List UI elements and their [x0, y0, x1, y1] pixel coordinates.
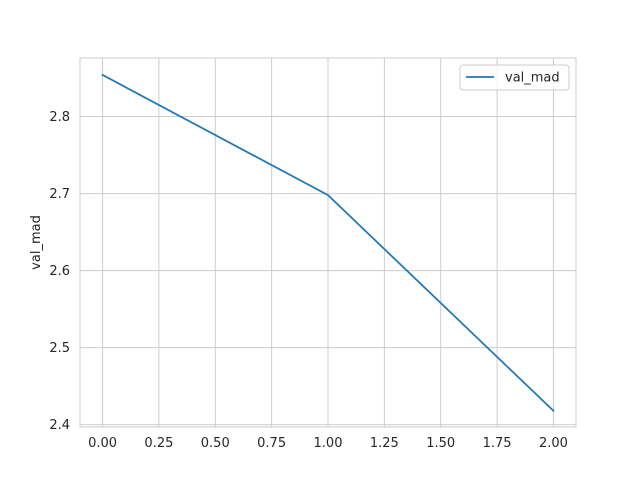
x-tick-label: 0.25 [144, 436, 173, 451]
y-tick-label: 2.8 [49, 110, 70, 125]
x-tick-label: 1.50 [426, 436, 455, 451]
x-tick-label: 1.75 [483, 436, 512, 451]
legend-box [459, 64, 570, 91]
y-axis-label: val_mad [29, 215, 44, 270]
y-gridlines [80, 116, 576, 426]
x-tick-label: 1.00 [314, 436, 343, 451]
y-tick-label: 2.5 [49, 341, 70, 356]
y-tick-label: 2.6 [49, 264, 70, 279]
x-tick-labels: 0.00 0.25 0.50 0.75 1.00 1.25 1.50 1.75 2.00 [88, 436, 568, 451]
legend-label: val_mad [505, 71, 560, 86]
x-tick-label: 2.00 [539, 436, 568, 451]
x-tick-label: 0.00 [88, 436, 117, 451]
y-tick-label: 2.4 [49, 418, 70, 433]
x-tick-label: 0.50 [201, 436, 230, 451]
x-gridlines [102, 58, 554, 427]
y-tick-labels: 2.4 2.5 2.6 2.7 2.8 [49, 110, 70, 433]
x-tick-label: 1.25 [370, 436, 399, 451]
series-line-val_mad [101, 73, 555, 413]
y-tick-label: 2.7 [49, 187, 70, 202]
plot-frame [79, 57, 577, 428]
legend: val_mad [459, 64, 570, 91]
series-layer [101, 73, 555, 413]
x-tick-label: 0.75 [257, 436, 286, 451]
